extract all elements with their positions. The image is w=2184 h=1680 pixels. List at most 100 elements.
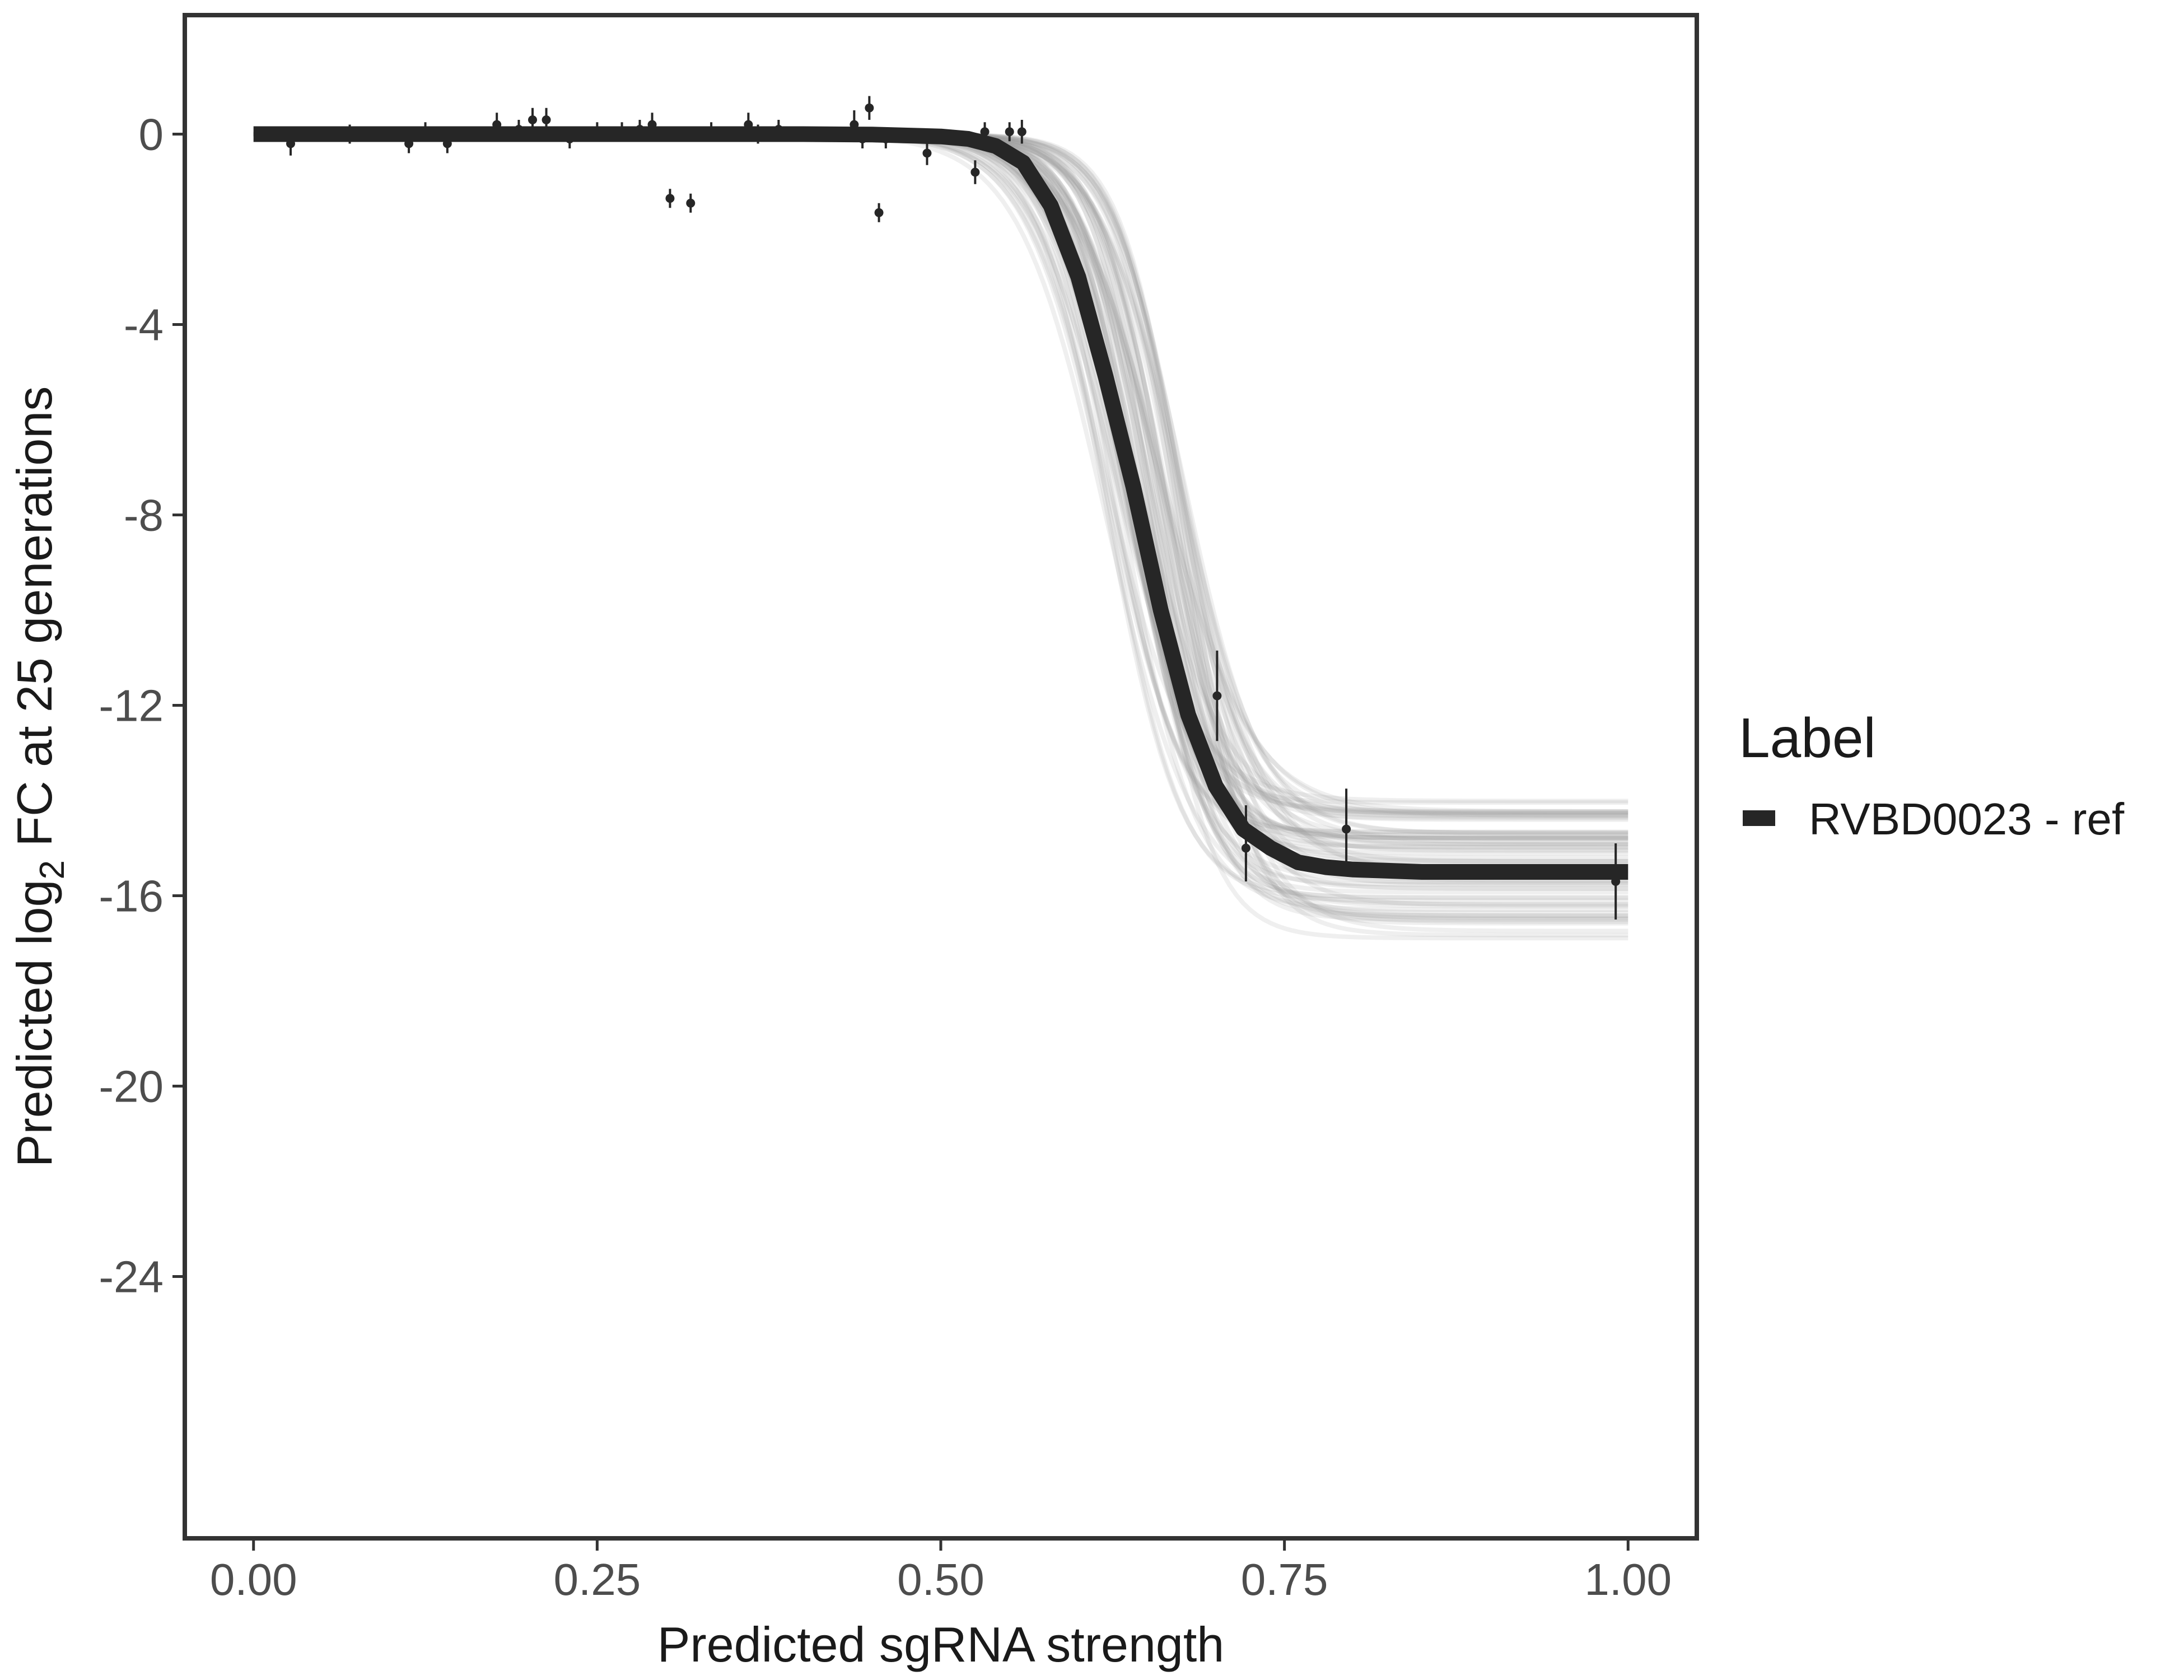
y-axis-title-part-1: Predicted log	[7, 880, 62, 1168]
posterior-curve	[253, 132, 1628, 883]
point-marker	[1241, 843, 1250, 853]
point-marker	[1005, 127, 1014, 137]
posterior-curve	[253, 132, 1628, 814]
y-axis-title-subscript: 2	[33, 860, 72, 879]
data-point	[865, 96, 874, 120]
y-tick-label: -4	[124, 300, 164, 350]
posterior-curve	[253, 132, 1628, 918]
posterior-curve	[253, 132, 1628, 909]
posterior-curve	[253, 132, 1628, 818]
plot-panel-border	[183, 13, 1699, 1541]
posterior-curve	[253, 132, 1628, 867]
legend-item-label: RVBD0023 - ref	[1809, 794, 2125, 844]
posterior-curve	[253, 132, 1628, 876]
posterior-curve	[253, 132, 1628, 926]
posterior-curve	[253, 132, 1628, 912]
posterior-curve	[253, 132, 1628, 834]
posterior-curve	[253, 132, 1628, 875]
posterior-curve	[253, 132, 1628, 816]
posterior-curve	[253, 132, 1628, 819]
legend: Label RVBD0023 - ref	[1739, 707, 2125, 844]
posterior-curve	[253, 132, 1628, 814]
posterior-band	[253, 132, 1628, 941]
data-point	[922, 141, 932, 165]
posterior-curve	[253, 132, 1628, 818]
y-tick-label: -16	[99, 871, 164, 921]
posterior-curve	[253, 132, 1628, 856]
posterior-curve	[253, 132, 1628, 841]
posterior-curve	[253, 132, 1628, 903]
x-tick-label: 0.00	[210, 1555, 297, 1604]
data-point	[1342, 788, 1351, 870]
data-point	[1212, 650, 1222, 741]
posterior-curve	[253, 132, 1628, 841]
posterior-curve	[253, 132, 1628, 836]
posterior-curve	[253, 132, 1628, 883]
data-point	[970, 160, 980, 184]
point-marker	[528, 115, 537, 124]
posterior-curve	[253, 132, 1628, 872]
posterior-curve	[253, 132, 1628, 864]
posterior-curve	[253, 132, 1628, 864]
posterior-curve	[253, 132, 1628, 847]
data-point	[874, 203, 884, 222]
x-tick-label: 0.25	[554, 1555, 641, 1604]
posterior-curve	[253, 132, 1628, 860]
x-axis: 0.00 0.25 0.50 0.75 1.00	[210, 1541, 1672, 1604]
posterior-curve	[253, 132, 1628, 815]
posterior-curve	[253, 132, 1628, 852]
point-marker	[665, 194, 675, 203]
y-axis: 0 -4 -8 -12 -16 -20 -24	[99, 110, 183, 1302]
posterior-curve	[253, 132, 1628, 805]
point-marker	[922, 148, 932, 158]
y-tick-label: 0	[139, 110, 164, 160]
posterior-curve	[253, 132, 1628, 915]
x-tick-label: 0.50	[897, 1555, 984, 1604]
posterior-curve	[253, 132, 1628, 900]
y-tick-label: -8	[124, 491, 164, 540]
posterior-curve	[253, 132, 1628, 815]
posterior-curve	[253, 132, 1628, 850]
posterior-curve	[253, 132, 1628, 871]
y-axis-title: Predicted log2 FC at 25 generations	[7, 386, 72, 1167]
posterior-curve	[253, 132, 1628, 839]
x-tick-label: 0.75	[1241, 1555, 1328, 1604]
posterior-curve	[253, 132, 1628, 853]
posterior-curve	[253, 132, 1628, 818]
posterior-curve	[253, 132, 1628, 822]
posterior-curve	[253, 132, 1628, 891]
y-tick-label: -12	[99, 681, 164, 731]
point-marker	[865, 103, 874, 113]
y-tick-label: -20	[99, 1062, 164, 1112]
posterior-curve	[253, 132, 1628, 847]
posterior-curve	[253, 132, 1628, 846]
posterior-curve	[253, 132, 1628, 874]
y-tick-label: -24	[99, 1252, 164, 1302]
fitted-curve-layer	[253, 126, 1628, 880]
legend-key	[1743, 810, 1775, 826]
point-marker	[1017, 127, 1026, 137]
posterior-curve	[253, 132, 1628, 908]
data-point	[1005, 122, 1014, 142]
point-marker	[980, 127, 990, 137]
posterior-curve	[253, 132, 1628, 864]
data-point	[1017, 120, 1026, 144]
posterior-curve	[253, 132, 1628, 900]
x-tick-label: 1.00	[1584, 1555, 1672, 1604]
posterior-curve	[253, 132, 1628, 844]
point-marker	[970, 167, 980, 177]
posterior-curve	[253, 132, 1628, 841]
y-axis-title-part-2: FC at 25 generations	[7, 386, 62, 860]
data-point	[665, 189, 675, 208]
posterior-curve	[253, 132, 1628, 814]
posterior-curve	[253, 132, 1628, 850]
fitted-curve	[253, 126, 1628, 880]
x-axis-title: Predicted sgRNA strength	[657, 1617, 1225, 1672]
posterior-curve	[253, 132, 1628, 841]
point-marker	[1212, 691, 1222, 701]
legend-title: Label	[1739, 707, 1876, 769]
posterior-curve	[253, 132, 1628, 804]
data-points	[286, 96, 1621, 920]
posterior-curve	[253, 132, 1628, 836]
